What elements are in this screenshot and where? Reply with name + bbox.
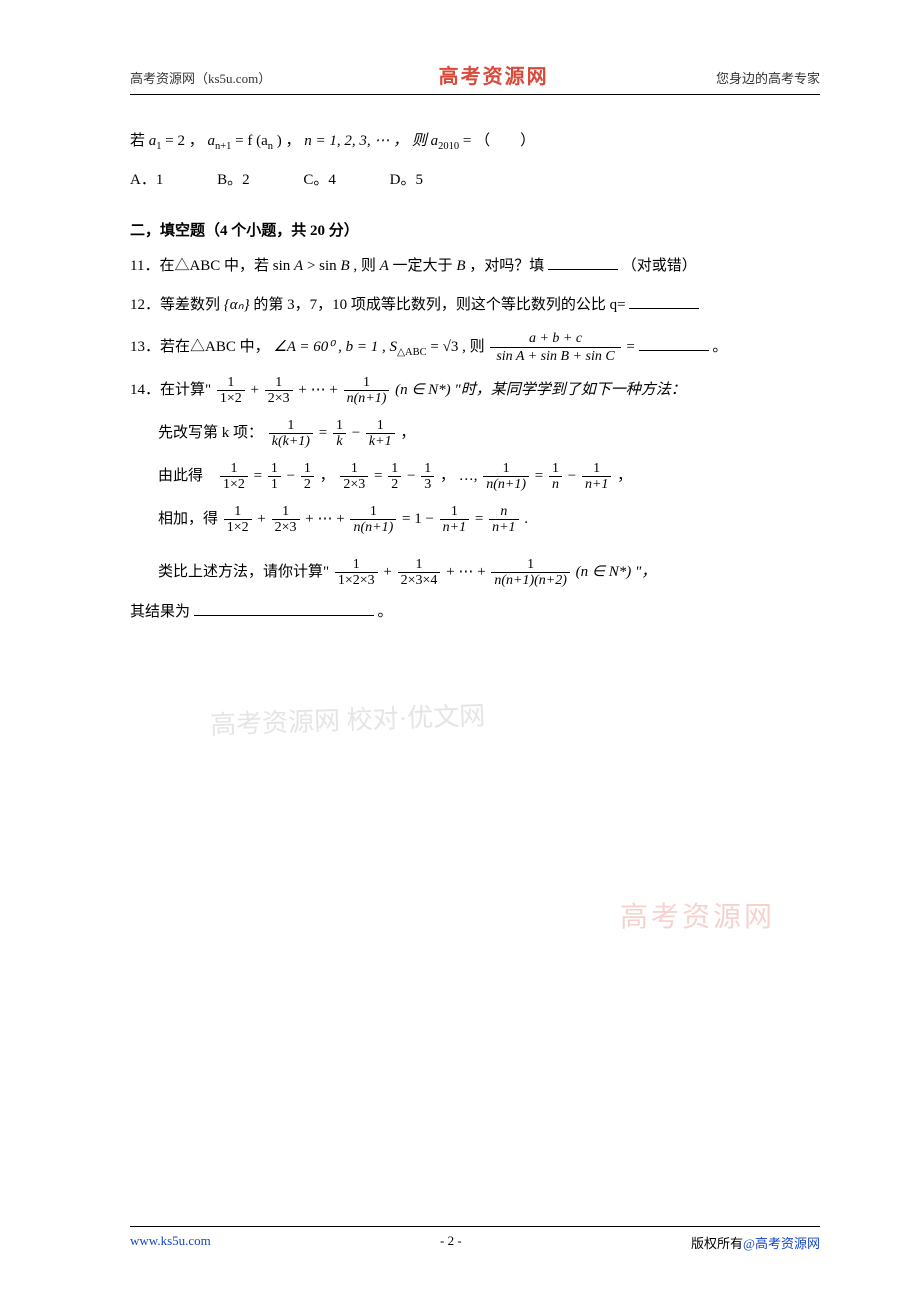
- text: 11．在△ABC 中，若 sin: [130, 258, 294, 274]
- q14-line6: 其结果为 。: [130, 596, 820, 629]
- fraction: 12×3: [272, 504, 300, 536]
- text: (n ∈ N*) "，: [576, 564, 657, 580]
- text: 高考资源网: [755, 1236, 820, 1251]
- text: = √3 , 则: [430, 339, 488, 355]
- q14-line1: 14．在计算" 11×2 + 12×3 + ⋯ + 1n(n+1) (n ∈ N…: [130, 371, 820, 410]
- text: 先改写第 k 项：: [158, 425, 263, 441]
- var: A: [380, 258, 389, 274]
- fraction: 12: [301, 461, 314, 493]
- answer-blank[interactable]: [194, 601, 374, 616]
- fraction: 1n(n+1): [483, 461, 529, 493]
- var: B: [340, 258, 349, 274]
- sub: n: [268, 141, 273, 152]
- page-footer: www.ks5u.com - 2 - 版权所有@高考资源网: [130, 1226, 820, 1252]
- fraction: 12: [388, 461, 401, 493]
- option-b: B。2: [217, 164, 250, 197]
- q10-options: A．1 B。2 C。4 D。5: [130, 164, 820, 197]
- text: 版权所有: [691, 1236, 743, 1251]
- denominator: sin A + sin B + sin C: [490, 348, 620, 365]
- text: (n ∈ N*) "时，某同学学到了如下一种方法：: [395, 382, 686, 398]
- text: 由此得: [158, 468, 203, 484]
- text: 相加，得: [158, 511, 218, 527]
- q12: 12．等差数列 {αₙ} 的第 3，7，10 项成等比数列，则这个等比数列的公比…: [130, 289, 820, 322]
- fraction: 1n(n+1): [344, 375, 390, 407]
- fraction: 1k: [333, 418, 346, 450]
- text: , 则: [353, 258, 379, 274]
- footer-url: www.ks5u.com: [130, 1233, 211, 1252]
- seq: {αₙ}: [224, 297, 250, 313]
- page-body: 高考资源网（ks5u.com） 高考资源网 您身边的高考专家 若 a 1 = 2 …: [0, 0, 920, 695]
- text: 的第 3，7，10 项成等比数列，则这个等比数列的公比 q=: [253, 297, 625, 313]
- page-number: - 2 -: [440, 1233, 462, 1252]
- text: 类比上述方法，请你计算": [158, 564, 329, 580]
- text: n = 1, 2, 3, ⋯ ， 则: [304, 133, 430, 149]
- text: 。: [712, 339, 727, 355]
- fraction: nn+1: [489, 504, 518, 536]
- header-left: 高考资源网（ks5u.com）: [130, 68, 271, 87]
- section-2-title: 二，填空题（4 个小题，共 20 分）: [130, 219, 820, 240]
- fraction: 11×2: [224, 504, 252, 536]
- text: = （ ）: [463, 133, 535, 149]
- text: 。: [378, 604, 393, 620]
- answer-blank[interactable]: [548, 255, 618, 270]
- fraction: 1n+1: [440, 504, 469, 536]
- header-right: 您身边的高考专家: [716, 68, 820, 87]
- fraction: 1k(k+1): [269, 418, 313, 450]
- text: 一定大于: [393, 258, 457, 274]
- header-center-logo: 高考资源网: [439, 60, 549, 89]
- text: > sin: [307, 258, 340, 274]
- text: 13．若在△ABC 中，: [130, 339, 270, 355]
- option-a: A．1: [130, 164, 163, 197]
- q11: 11．在△ABC 中，若 sin A > sin B , 则 A 一定大于 B …: [130, 250, 820, 283]
- fraction: 11×2: [217, 375, 245, 407]
- q10-stem: 若 a1 = 2 ， an+1 = f (an ) ， n = 1, 2, 3,…: [130, 125, 820, 158]
- numerator: a + b + c: [490, 330, 620, 348]
- q14-line4: 相加，得 11×2 + 12×3 + ⋯ + 1n(n+1) = 1 − 1n+…: [130, 500, 820, 539]
- answer-blank[interactable]: [639, 336, 709, 351]
- fraction: 11×2×3: [335, 557, 378, 589]
- fraction: 1n(n+1): [350, 504, 396, 536]
- fraction: 1n+1: [582, 461, 611, 493]
- fraction: 12×3: [265, 375, 293, 407]
- sub: 1: [156, 141, 161, 152]
- sub: n+1: [215, 141, 231, 152]
- answer-blank[interactable]: [629, 294, 699, 309]
- fraction: 13: [421, 461, 434, 493]
- footer-copyright: 版权所有@高考资源网: [691, 1233, 820, 1252]
- sub: 2010: [438, 141, 459, 152]
- fraction: 1n: [549, 461, 562, 493]
- watermark-red: 高考资源网: [620, 895, 775, 935]
- fraction: 1k+1: [366, 418, 395, 450]
- text: 其结果为: [130, 604, 190, 620]
- text: 若: [130, 133, 149, 149]
- fraction: 11: [268, 461, 281, 493]
- text: ∠A = 60⁰ , b = 1 , S: [273, 339, 397, 355]
- text: 14．在计算": [130, 382, 211, 398]
- text: （对或错）: [622, 258, 697, 274]
- text: 12．等差数列: [130, 297, 220, 313]
- fraction: 1n(n+1)(n+2): [491, 557, 570, 589]
- fraction: 12×3×4: [398, 557, 441, 589]
- text: = 2 ，: [165, 133, 203, 149]
- sub: △ABC: [397, 347, 427, 358]
- fraction: 12×3: [340, 461, 368, 493]
- var: a: [207, 133, 215, 149]
- text: ) ，: [277, 133, 301, 149]
- at-symbol: @: [743, 1236, 755, 1251]
- text: ，对吗？填: [469, 258, 544, 274]
- text: = f (a: [235, 133, 268, 149]
- watermark-gray: 高考资源网 校对·优文网: [209, 695, 485, 742]
- q14-line5: 类比上述方法，请你计算" 11×2×3 + 12×3×4 + ⋯ + 1n(n+…: [130, 553, 820, 592]
- q14-line2: 先改写第 k 项： 1k(k+1) = 1k − 1k+1 ，: [130, 414, 820, 453]
- var: B: [456, 258, 465, 274]
- fraction: a + b + c sin A + sin B + sin C: [490, 330, 620, 366]
- fraction: 11×2: [220, 461, 248, 493]
- option-c: C。4: [303, 164, 336, 197]
- q13: 13．若在△ABC 中， ∠A = 60⁰ , b = 1 , S△ABC = …: [130, 328, 820, 367]
- var: A: [294, 258, 303, 274]
- option-d: D。5: [390, 164, 423, 197]
- q14-line3: 由此得 11×2 = 11 − 12 ， 12×3 = 12 − 13 ， …,…: [130, 457, 820, 496]
- text: =: [626, 339, 638, 355]
- page-header: 高考资源网（ks5u.com） 高考资源网 您身边的高考专家: [130, 60, 820, 95]
